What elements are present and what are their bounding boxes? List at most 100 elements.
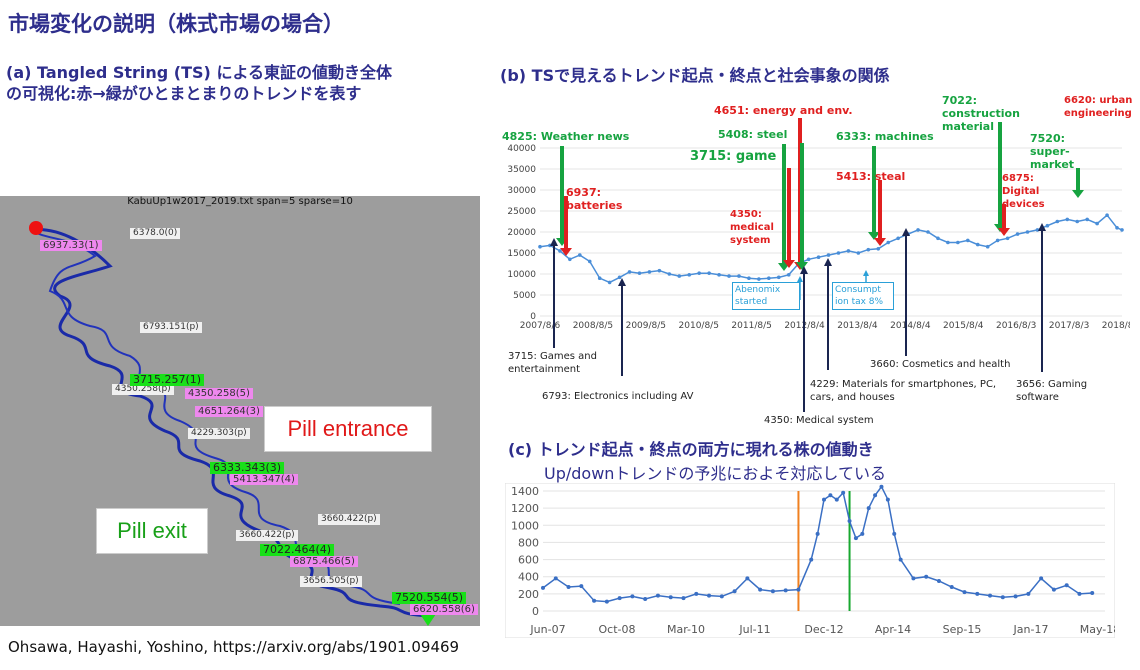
data-point xyxy=(1075,219,1080,224)
annotation-red: 5413: steal xyxy=(836,170,906,183)
y-tick-label: 30000 xyxy=(507,186,536,196)
data-point xyxy=(568,257,572,262)
series-line xyxy=(539,214,1123,284)
data-point xyxy=(687,273,692,277)
pill-exit-callout: Pill exit xyxy=(96,508,208,554)
data-point xyxy=(988,593,993,598)
note-arrow-head xyxy=(1038,223,1046,231)
note-arrow-head xyxy=(824,258,832,266)
consumption-tax-box: Consumpt ion tax 8% xyxy=(832,282,894,310)
data-point xyxy=(856,251,861,255)
data-point xyxy=(1065,217,1070,222)
data-point xyxy=(630,594,635,599)
event-arrow-head xyxy=(868,232,880,240)
policy-arrow-head xyxy=(797,276,803,282)
data-point xyxy=(647,270,652,274)
data-point xyxy=(667,272,672,276)
ts-label: 5413.347(4) xyxy=(230,474,298,485)
data-point xyxy=(747,276,751,280)
x-tick-label: 2010/8/5 xyxy=(679,321,719,331)
data-point xyxy=(1015,232,1020,236)
event-arrow-head xyxy=(783,260,795,268)
data-point xyxy=(898,557,903,562)
data-point xyxy=(617,275,622,280)
bottom-note: 4229: Materials for smartphones, PC, car… xyxy=(810,379,997,403)
ts-label: 6620.558(6) xyxy=(410,604,478,615)
ts-label: 3656.505(p) xyxy=(300,576,362,587)
data-point xyxy=(587,259,592,264)
data-point xyxy=(668,595,673,600)
ts-label: 7520.554(5) xyxy=(392,592,467,604)
data-point xyxy=(911,576,916,581)
data-point xyxy=(1095,221,1099,226)
stock-price-svg: 0 200 400 600 800 1000 1200 1400 Jun-07 Oct-08 Mar… xyxy=(505,483,1115,638)
y-tick-label: 35000 xyxy=(507,165,536,175)
data-point xyxy=(707,593,712,598)
data-point xyxy=(681,596,686,601)
data-point xyxy=(745,576,750,581)
x-tick-label: Oct-08 xyxy=(599,623,636,636)
data-point xyxy=(1039,576,1044,581)
data-point xyxy=(1105,213,1109,217)
ts-label: 6875.466(5) xyxy=(290,556,358,567)
data-point xyxy=(841,490,846,495)
note-arrow-head xyxy=(550,238,558,246)
trend-events-svg: 0 5000 10000 15000 20000 25000 30000 35000 40000… xyxy=(507,118,1130,412)
note-arrow-head xyxy=(618,278,626,286)
panel-a-caption: (a) Tangled String (TS) による東証の値動き全体 の可視化… xyxy=(6,62,476,104)
data-point xyxy=(732,589,737,594)
data-point xyxy=(694,591,699,596)
y-tick-label: 800 xyxy=(518,536,539,549)
x-tick-label: 2014/8/4 xyxy=(890,321,931,331)
ts-label: 4350.258(p) xyxy=(112,384,174,395)
y-tick-label: 5000 xyxy=(513,291,536,301)
data-point xyxy=(965,238,970,243)
data-point xyxy=(577,253,582,257)
annotation-green: 5408: steel xyxy=(718,128,788,141)
data-point xyxy=(892,531,897,536)
data-point xyxy=(737,274,741,278)
data-point xyxy=(1045,223,1050,228)
y-tick-label: 1000 xyxy=(511,519,539,532)
data-point xyxy=(592,598,597,603)
x-tick-label: Apr-14 xyxy=(875,623,911,636)
annotation-green: 4825: Weather news xyxy=(502,130,630,143)
x-tick-label: 2008/8/5 xyxy=(573,321,613,331)
data-point xyxy=(949,585,954,589)
event-arrow-head xyxy=(796,262,808,270)
x-tick-label: Jun-07 xyxy=(529,623,565,636)
data-point xyxy=(946,240,950,245)
data-point xyxy=(916,228,920,232)
data-point xyxy=(597,276,602,280)
x-tick-label: 2011/8/5 xyxy=(731,321,771,331)
data-point xyxy=(866,506,871,511)
data-point xyxy=(719,594,724,599)
tangled-string-title: KabuUp1w2017_2019.txt span=5 sparse=10 xyxy=(127,196,353,207)
x-tick-label: 2018/8/3 xyxy=(1102,321,1130,331)
y-tick-label: 1400 xyxy=(511,485,539,498)
annotation-green: 6333: machines xyxy=(836,130,934,143)
ts-label: 3660.422(p) xyxy=(236,530,298,541)
data-point xyxy=(566,585,571,589)
data-point xyxy=(558,249,562,253)
data-point xyxy=(607,280,612,285)
data-point xyxy=(828,493,833,498)
panel-a-caption-line1: (a) Tangled String (TS) による東証の値動き全体 xyxy=(6,63,392,82)
bottom-note: 4350: Medical system xyxy=(764,415,874,426)
pill-entrance-callout: Pill entrance xyxy=(264,406,432,452)
x-tick-label: Jan-17 xyxy=(1013,623,1049,636)
data-point xyxy=(853,536,858,541)
stock-price-chart: 0 200 400 600 800 1000 1200 1400 Jun-07 Oct-08 Mar… xyxy=(505,483,1115,638)
annotation-green: 3715: game xyxy=(690,149,777,164)
annotation-green: 7520: super-market xyxy=(1030,132,1075,171)
event-arrow-head xyxy=(1072,190,1084,198)
data-point xyxy=(1026,591,1031,596)
abenomix-box: Abenomix started xyxy=(732,282,800,310)
data-point xyxy=(553,576,558,581)
note-arrow-head xyxy=(800,266,808,274)
data-point xyxy=(727,274,731,278)
bottom-note: 6793: Electronics including AV xyxy=(542,391,694,402)
data-point xyxy=(1005,236,1010,241)
annotation-red: 4651: energy and env. xyxy=(714,104,853,117)
data-point xyxy=(834,497,839,502)
